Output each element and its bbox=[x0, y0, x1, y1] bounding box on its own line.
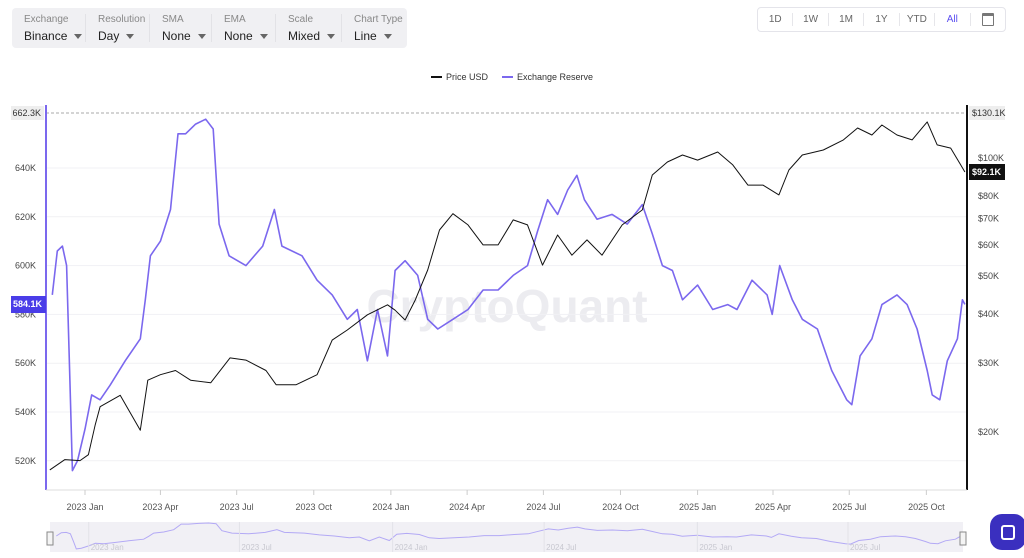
right-current-label: $92.1K bbox=[972, 167, 1002, 177]
right-tick-label: $30K bbox=[978, 358, 999, 368]
right-tick-label: $80K bbox=[978, 191, 999, 201]
dropdown-ema[interactable]: EMA None bbox=[212, 14, 276, 43]
dropdown-scale[interactable]: Scale Mixed bbox=[276, 14, 342, 43]
legend-item-price[interactable]: Price USD bbox=[430, 72, 488, 82]
navigator-label: 2025 Jul bbox=[850, 543, 880, 552]
calendar-icon[interactable] bbox=[971, 12, 1005, 26]
right-tick-label: $50K bbox=[978, 271, 999, 281]
navigator-label: 2024 Jan bbox=[395, 543, 428, 552]
dropdown-value: Binance bbox=[24, 29, 68, 43]
chat-bubble-icon bbox=[1001, 524, 1015, 540]
dropdown-value: Day bbox=[98, 29, 120, 43]
range-button-1y[interactable]: 1Y bbox=[864, 13, 900, 26]
left-tick-label: 580K bbox=[15, 309, 36, 319]
x-tick-label: 2024 Jul bbox=[526, 502, 560, 512]
legend-item-reserve[interactable]: Exchange Reserve bbox=[501, 72, 594, 82]
left-max-badge bbox=[11, 106, 44, 120]
left-max-label: 662.3K bbox=[12, 108, 41, 118]
price-usd-line bbox=[49, 121, 966, 471]
dropdown-value: Mixed bbox=[288, 29, 321, 43]
watermark: CryptoQuant bbox=[366, 280, 647, 332]
dropdown-label: EMA bbox=[224, 14, 246, 25]
navigator-label: 2025 Jan bbox=[699, 543, 732, 552]
dropdown-sma[interactable]: SMA None bbox=[150, 14, 212, 43]
x-tick-label: 2023 Oct bbox=[296, 502, 333, 512]
legend-label-reserve: Exchange Reserve bbox=[516, 72, 594, 82]
chart-legend: Price USD Exchange Reserve bbox=[0, 72, 1024, 82]
range-button-1d[interactable]: 1D bbox=[758, 13, 794, 26]
dropdown-value: None bbox=[162, 29, 191, 43]
dropdown-resolution[interactable]: Resolution Day bbox=[86, 14, 150, 43]
x-tick-label: 2024 Jan bbox=[372, 502, 409, 512]
left-tick-label: 520K bbox=[15, 456, 36, 466]
left-current-badge bbox=[11, 296, 46, 313]
right-max-badge bbox=[969, 106, 1005, 120]
left-tick-label: 600K bbox=[15, 261, 36, 271]
navigator-series bbox=[56, 522, 963, 550]
right-tick-label: $20K bbox=[978, 427, 999, 437]
navigator-left-handle[interactable] bbox=[46, 531, 54, 546]
x-tick-label: 2025 Oct bbox=[908, 502, 945, 512]
navigator[interactable] bbox=[50, 522, 963, 552]
right-max-label: $130.1K bbox=[972, 108, 1006, 118]
dropdown-label: SMA bbox=[162, 14, 184, 25]
dropdown-label: Resolution bbox=[98, 14, 146, 25]
dropdown-exchange[interactable]: Exchange Binance bbox=[12, 14, 86, 43]
navigator-label: 2024 Jul bbox=[546, 543, 576, 552]
dropdown-chart-type[interactable]: Chart Type Line bbox=[342, 14, 404, 43]
chart-settings-toolbar: Exchange Binance Resolution Day SMA None EMA No… bbox=[12, 8, 407, 48]
left-tick-label: 620K bbox=[15, 212, 36, 222]
dropdown-label: Scale bbox=[288, 14, 314, 25]
caret-down-icon bbox=[126, 33, 135, 39]
time-range-selector: 1D 1W 1M 1Y YTD All bbox=[757, 7, 1006, 32]
dropdown-value: None bbox=[224, 29, 253, 43]
dropdown-value: Line bbox=[354, 29, 377, 43]
navigator-label: 2023 Jul bbox=[241, 543, 271, 552]
left-tick-label: 640K bbox=[15, 163, 36, 173]
caret-down-icon bbox=[383, 33, 392, 39]
dropdown-label: Exchange bbox=[24, 14, 69, 25]
range-button-all[interactable]: All bbox=[935, 13, 971, 26]
x-tick-label: 2023 Jan bbox=[66, 502, 103, 512]
x-tick-label: 2024 Oct bbox=[602, 502, 639, 512]
price-swatch bbox=[430, 76, 442, 78]
right-tick-label: $70K bbox=[978, 214, 999, 224]
x-tick-label: 2023 Apr bbox=[142, 502, 178, 512]
x-tick-label: 2023 Jul bbox=[220, 502, 254, 512]
x-tick-label: 2025 Jul bbox=[832, 502, 866, 512]
range-button-1m[interactable]: 1M bbox=[829, 13, 865, 26]
right-tick-label: $40K bbox=[978, 309, 999, 319]
exchange-reserve-line bbox=[51, 118, 966, 472]
left-current-label: 584.1K bbox=[13, 299, 43, 309]
dropdown-label: Chart Type bbox=[354, 14, 403, 25]
range-button-1w[interactable]: 1W bbox=[793, 13, 829, 26]
x-tick-label: 2025 Apr bbox=[755, 502, 791, 512]
navigator-right-handle[interactable] bbox=[959, 531, 967, 546]
chat-icon[interactable] bbox=[990, 514, 1024, 550]
left-tick-label: 560K bbox=[15, 358, 36, 368]
caret-down-icon bbox=[197, 33, 206, 39]
x-tick-label: 2025 Jan bbox=[679, 502, 716, 512]
x-tick-label: 2024 Apr bbox=[449, 502, 485, 512]
caret-down-icon bbox=[259, 33, 268, 39]
right-tick-label: $60K bbox=[978, 240, 999, 250]
right-current-badge bbox=[969, 164, 1005, 180]
left-tick-label: 540K bbox=[15, 407, 36, 417]
caret-down-icon bbox=[74, 33, 83, 39]
navigator-label: 2023 Jan bbox=[91, 543, 124, 552]
right-tick-label: $100K bbox=[978, 153, 1004, 163]
caret-down-icon bbox=[327, 33, 336, 39]
reserve-swatch bbox=[501, 76, 513, 78]
legend-label-price: Price USD bbox=[445, 72, 488, 82]
range-button-ytd[interactable]: YTD bbox=[900, 13, 936, 26]
